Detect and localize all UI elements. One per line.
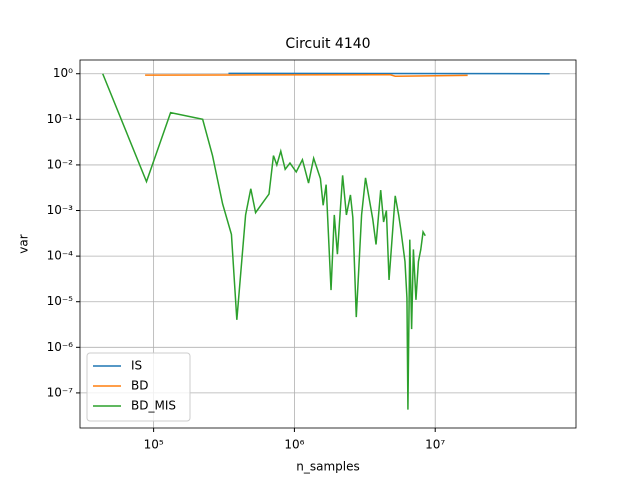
y-tick-label: 10⁻² [47, 157, 74, 171]
y-tick-label: 10⁻¹ [47, 112, 74, 126]
legend-label: IS [131, 359, 142, 373]
y-axis-label: var [17, 234, 31, 253]
x-tick-label: 10⁶ [284, 438, 304, 452]
x-tick-label: 10⁵ [144, 438, 164, 452]
legend-label: BD [131, 379, 148, 393]
chart-title: Circuit 4140 [285, 36, 370, 52]
x-tick-label: 10⁷ [425, 438, 445, 452]
legend-label: BD_MIS [131, 399, 176, 413]
legend: IS BD BD_MIS [87, 353, 190, 421]
x-axis-label: n_samples [296, 460, 360, 474]
y-tick-label: 10⁻⁴ [47, 249, 74, 263]
series-line [145, 75, 468, 77]
y-tick-label: 10⁻⁵ [47, 294, 74, 308]
y-tick-label: 10⁰ [53, 66, 73, 80]
y-tick-label: 10⁻³ [47, 203, 74, 217]
y-tick-label: 10⁻⁶ [47, 340, 74, 354]
y-tick-label: 10⁻⁷ [47, 385, 74, 399]
